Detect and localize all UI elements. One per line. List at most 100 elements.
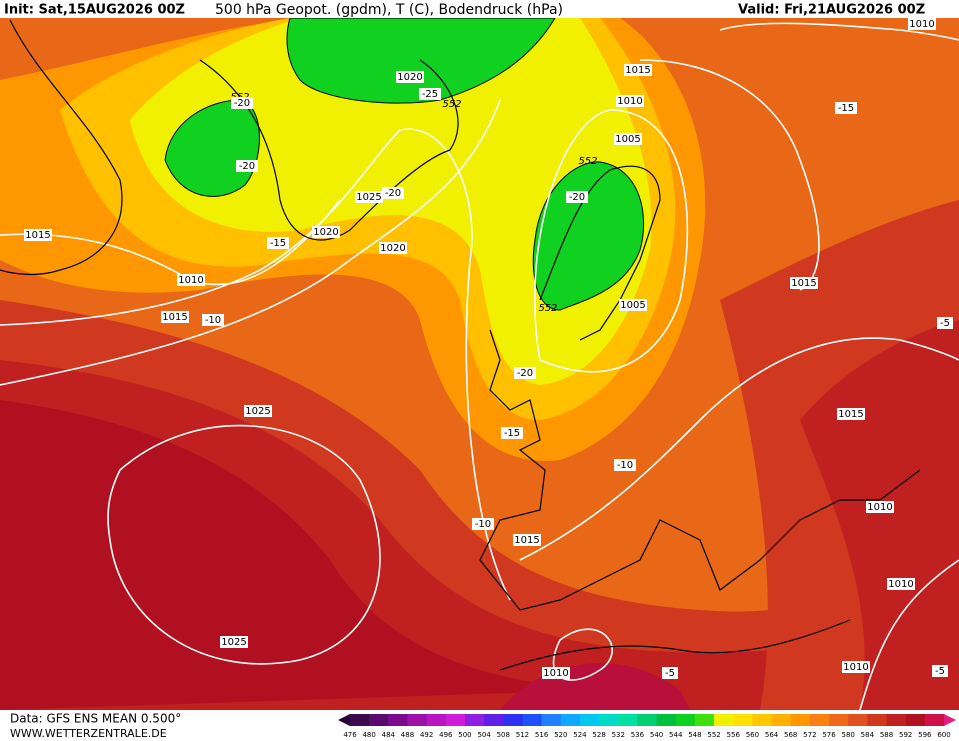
label-box xyxy=(662,667,678,679)
coastline xyxy=(0,19,123,275)
map-label: 1010 xyxy=(909,19,934,30)
colorbar-swatch xyxy=(407,714,428,726)
colorbar-label: 524 xyxy=(573,731,587,739)
label-box xyxy=(542,667,570,679)
label-box xyxy=(887,578,915,590)
colorbar-swatch xyxy=(714,714,734,726)
colorbar-label: 476 xyxy=(343,731,357,739)
colorbar-label: 600 xyxy=(937,731,950,739)
colorbar-swatch xyxy=(599,714,619,726)
coastline xyxy=(499,619,851,671)
map-label: -20 xyxy=(385,188,401,199)
label-box xyxy=(616,95,644,107)
colorbar-label: 556 xyxy=(727,731,741,739)
colorbar-swatch xyxy=(924,714,945,726)
colorbar-label: 488 xyxy=(401,731,414,739)
map-label: 552 xyxy=(442,99,461,110)
valid-time: Valid: Fri,21AUG2026 00Z xyxy=(738,3,925,18)
colorbar-label: 544 xyxy=(669,731,683,739)
label-box xyxy=(614,133,642,145)
colorbar-swatch xyxy=(522,714,543,726)
map-label: 552 xyxy=(578,156,597,167)
colorbar-label: 568 xyxy=(784,731,797,739)
label-box xyxy=(908,18,936,30)
colorbar-label: 528 xyxy=(592,731,605,739)
colorbar-label: 504 xyxy=(477,731,491,739)
isobar xyxy=(533,109,689,373)
isobar xyxy=(0,128,511,601)
colorbar-swatch xyxy=(579,714,600,726)
colorbar-label: 560 xyxy=(746,731,759,739)
colorbar-swatch xyxy=(809,714,830,726)
map-label: -10 xyxy=(205,315,221,326)
map-label: -5 xyxy=(935,666,945,677)
colorbar-swatch xyxy=(503,714,523,726)
map-label: 1015 xyxy=(162,312,187,323)
label-box xyxy=(514,367,536,379)
isobar xyxy=(859,559,959,710)
label-box xyxy=(244,405,272,417)
low-area xyxy=(164,99,260,197)
map-label: 1015 xyxy=(514,535,539,546)
colorbar-label: 552 xyxy=(707,731,720,739)
map-label: 1010 xyxy=(178,275,203,286)
map-label: 552 xyxy=(538,303,557,314)
colorbar-swatch xyxy=(790,714,811,726)
map-label: 1010 xyxy=(867,502,892,513)
map-label: 1010 xyxy=(543,668,568,679)
colorbar-label: 548 xyxy=(688,731,701,739)
label-box xyxy=(382,187,404,199)
coastline xyxy=(539,165,661,341)
map-label: -25 xyxy=(422,89,438,100)
isobar xyxy=(107,424,381,665)
map-label: 1010 xyxy=(843,662,868,673)
label-box xyxy=(614,459,636,471)
map-label: 1025 xyxy=(356,192,381,203)
map-label: -10 xyxy=(617,460,633,471)
colorbar-swatch xyxy=(388,714,408,726)
label-box xyxy=(202,314,224,326)
colorbar: 476 480 484 488 492 496 500 504 508 512 516 520 524 5… xyxy=(338,714,956,739)
map-label: 1015 xyxy=(791,278,816,289)
label-box xyxy=(837,408,865,420)
label-box xyxy=(624,64,652,76)
label-box xyxy=(161,311,189,323)
colorbar-swatch xyxy=(848,714,868,726)
label-box xyxy=(842,661,870,673)
colorbar-label: 540 xyxy=(650,731,663,739)
map-title: 500 hPa Geopot. (gpdm), T (C), Bodendruc… xyxy=(215,2,563,18)
low-area xyxy=(532,161,645,311)
map-label: -20 xyxy=(569,192,585,203)
map-label: -20 xyxy=(234,98,250,109)
colorbar-swatch xyxy=(886,714,907,726)
map-label: -15 xyxy=(504,428,520,439)
colorbar-swatch xyxy=(656,714,677,726)
colorbar-label: 588 xyxy=(880,731,893,739)
colorbar-swatch xyxy=(675,714,696,726)
colorbar-swatch xyxy=(541,714,562,726)
colorbar-label: 576 xyxy=(822,731,836,739)
colorbar-label: 580 xyxy=(842,731,855,739)
map-label: 1005 xyxy=(620,300,645,311)
isobar xyxy=(719,22,959,41)
colorbar-swatch xyxy=(637,714,658,726)
band xyxy=(0,400,600,710)
colorbar-label: 596 xyxy=(918,731,932,739)
label-box xyxy=(513,534,541,546)
label-box xyxy=(835,102,857,114)
map-label: -15 xyxy=(838,103,854,114)
map-label: 1015 xyxy=(625,65,650,76)
colorbar-label: 508 xyxy=(497,731,510,739)
label-box xyxy=(355,191,383,203)
colorbar-label: 492 xyxy=(420,731,433,739)
colorbar-label: 592 xyxy=(899,731,912,739)
map-label: -10 xyxy=(475,519,491,530)
label-box xyxy=(231,97,253,109)
label-box xyxy=(236,160,258,172)
map-label: 1025 xyxy=(245,406,270,417)
colorbar-swatch xyxy=(484,714,504,726)
colorbar-label: 480 xyxy=(362,731,375,739)
colorbar-swatch xyxy=(694,714,715,726)
label-box xyxy=(866,501,894,513)
colorbar-swatch xyxy=(618,714,638,726)
